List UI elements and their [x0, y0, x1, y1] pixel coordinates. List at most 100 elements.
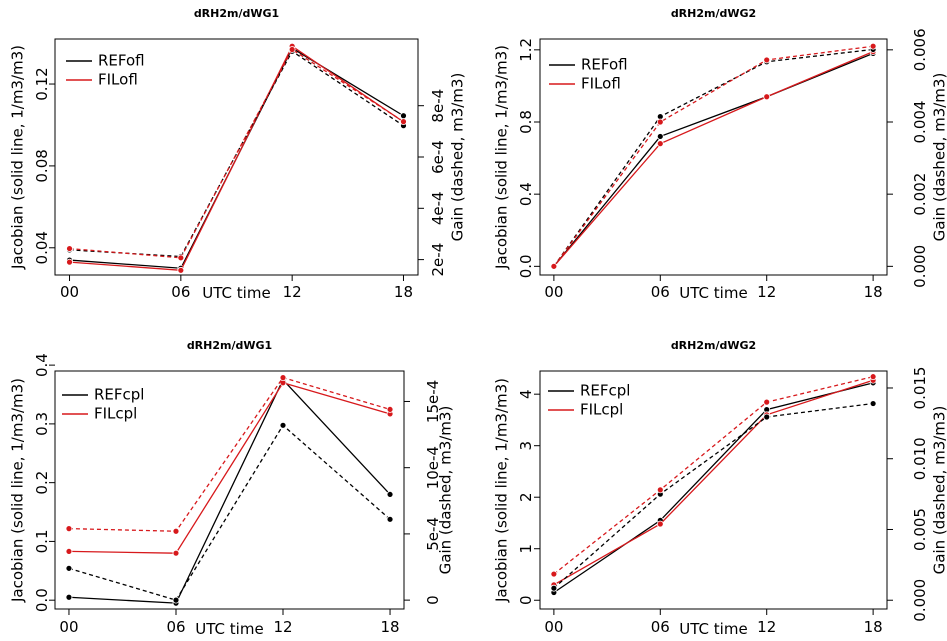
- series-line-gain-3: [553, 45, 874, 267]
- x-tick-label: 00: [59, 618, 78, 636]
- panel-title: dRH2m/dWG2: [671, 339, 756, 352]
- legend-label: REFcpl: [580, 382, 630, 400]
- plot-frame: [54, 370, 405, 610]
- x-tick-label: 06: [171, 283, 190, 301]
- y2-tick-label: 2e-4: [429, 243, 447, 277]
- y-tick-label: 0.0: [33, 588, 51, 612]
- data-point: [550, 584, 558, 592]
- data-point: [65, 564, 73, 572]
- y2-tick-label: 5e-4: [424, 517, 442, 551]
- y2-tick-label: 0.000: [911, 579, 929, 622]
- data-point: [65, 548, 73, 555]
- data-point: [386, 491, 394, 498]
- data-point: [763, 56, 771, 64]
- y2-tick-label: 0.000: [911, 245, 929, 288]
- y-axis-label: Jacobian (solid line, 1/m3/m3): [493, 378, 511, 603]
- data-point: [550, 570, 558, 578]
- x-tick-label: 06: [651, 618, 670, 636]
- x-tick-label: 12: [273, 618, 292, 636]
- data-point: [66, 258, 73, 266]
- y-tick-label: 2: [517, 492, 535, 502]
- y-tick-label: 0.04: [33, 231, 51, 264]
- legend-label: REFofl: [98, 52, 145, 70]
- data-point: [550, 262, 558, 270]
- y-axis-label: Jacobian (solid line, 1/m3/m3): [9, 378, 27, 603]
- data-point: [869, 373, 877, 381]
- chart-panel-1: dRH2m/dWG1 UTC time Jacobian (solid line, …: [9, 7, 467, 302]
- data-point: [386, 515, 394, 523]
- x-tick-label: 18: [394, 283, 413, 301]
- y2-tick-label: 0.010: [911, 437, 929, 480]
- data-point: [656, 486, 664, 494]
- series-line-gain-3: [69, 48, 404, 259]
- data-point: [65, 525, 73, 533]
- y-tick-label: 0.3: [33, 412, 51, 436]
- y2-tick-label: 4e-4: [429, 191, 447, 225]
- y-tick-label: 0.08: [33, 149, 51, 182]
- y2-tick-label: 15e-4: [424, 380, 442, 423]
- y2-tick-label: 0.002: [911, 173, 929, 216]
- y-tick-label: 3: [517, 441, 535, 451]
- x-tick-label: 00: [60, 283, 79, 301]
- y2-tick-label: 0.004: [911, 101, 929, 144]
- y-tick-label: 0.1: [33, 529, 51, 553]
- y-tick-label: 0: [517, 595, 535, 605]
- series-line-gain-2: [68, 424, 391, 601]
- data-point: [656, 133, 664, 140]
- panel-title: dRH2m/dWG2: [671, 7, 756, 20]
- y2-tick-label: 0.015: [911, 367, 929, 410]
- legend-label: FILofl: [581, 75, 621, 93]
- data-point: [66, 245, 73, 252]
- x-axis-label: UTC time: [195, 620, 263, 638]
- data-point: [386, 406, 394, 413]
- data-point: [177, 266, 185, 274]
- series-line-refofl: [553, 52, 874, 267]
- y2-axis-label: Gain (dashed, m3/m3): [437, 406, 455, 575]
- y-tick-label: 0.4: [517, 182, 535, 206]
- data-point: [279, 421, 287, 429]
- legend-label: FILcpl: [580, 401, 623, 419]
- data-point: [656, 140, 664, 148]
- x-tick-label: 12: [757, 283, 776, 301]
- series-line-gain-3: [553, 376, 874, 575]
- x-tick-label: 12: [283, 283, 302, 301]
- data-point: [656, 520, 664, 528]
- legend-label: REFofl: [581, 56, 628, 74]
- panel-title: dRH2m/dWG1: [187, 339, 272, 352]
- plot-frame: [539, 38, 888, 276]
- chart-panel-3: dRH2m/dWG1 UTC time Jacobian (solid line, …: [9, 339, 455, 638]
- data-point: [172, 596, 180, 604]
- y2-axis-label: Gain (dashed, m3/m3): [931, 406, 947, 575]
- y2-tick-label: 8e-4: [429, 89, 447, 123]
- y-tick-label: 0.12: [33, 67, 51, 100]
- series-line-filofl: [553, 51, 874, 267]
- x-tick-label: 18: [864, 283, 883, 301]
- data-point: [763, 93, 771, 101]
- y2-tick-label: 0: [424, 595, 442, 605]
- y-tick-label: 1.2: [517, 38, 535, 62]
- data-point: [172, 549, 180, 557]
- legend-label: REFcpl: [94, 386, 144, 404]
- x-tick-label: 18: [864, 618, 883, 636]
- data-point: [763, 413, 771, 421]
- data-point: [288, 46, 296, 53]
- data-point: [177, 254, 185, 262]
- data-point: [763, 398, 771, 406]
- series-line-refcpl: [68, 378, 391, 604]
- x-axis-label: UTC time: [679, 284, 747, 302]
- data-point: [279, 374, 287, 382]
- data-point: [65, 593, 73, 601]
- chart-panel-4: dRH2m/dWG2 UTC time Jacobian (solid line, …: [493, 339, 947, 638]
- series-line-filcpl: [68, 381, 391, 554]
- series-line-filcpl: [553, 379, 874, 586]
- x-tick-label: 06: [651, 283, 670, 301]
- data-point: [869, 400, 877, 407]
- x-axis-label: UTC time: [202, 284, 270, 302]
- y-tick-label: 0.0: [517, 254, 535, 278]
- y2-tick-label: 0.005: [911, 508, 929, 551]
- y-tick-label: 4: [517, 389, 535, 399]
- y2-tick-label: 0.006: [911, 28, 929, 71]
- x-tick-label: 00: [544, 283, 563, 301]
- data-point: [400, 112, 407, 120]
